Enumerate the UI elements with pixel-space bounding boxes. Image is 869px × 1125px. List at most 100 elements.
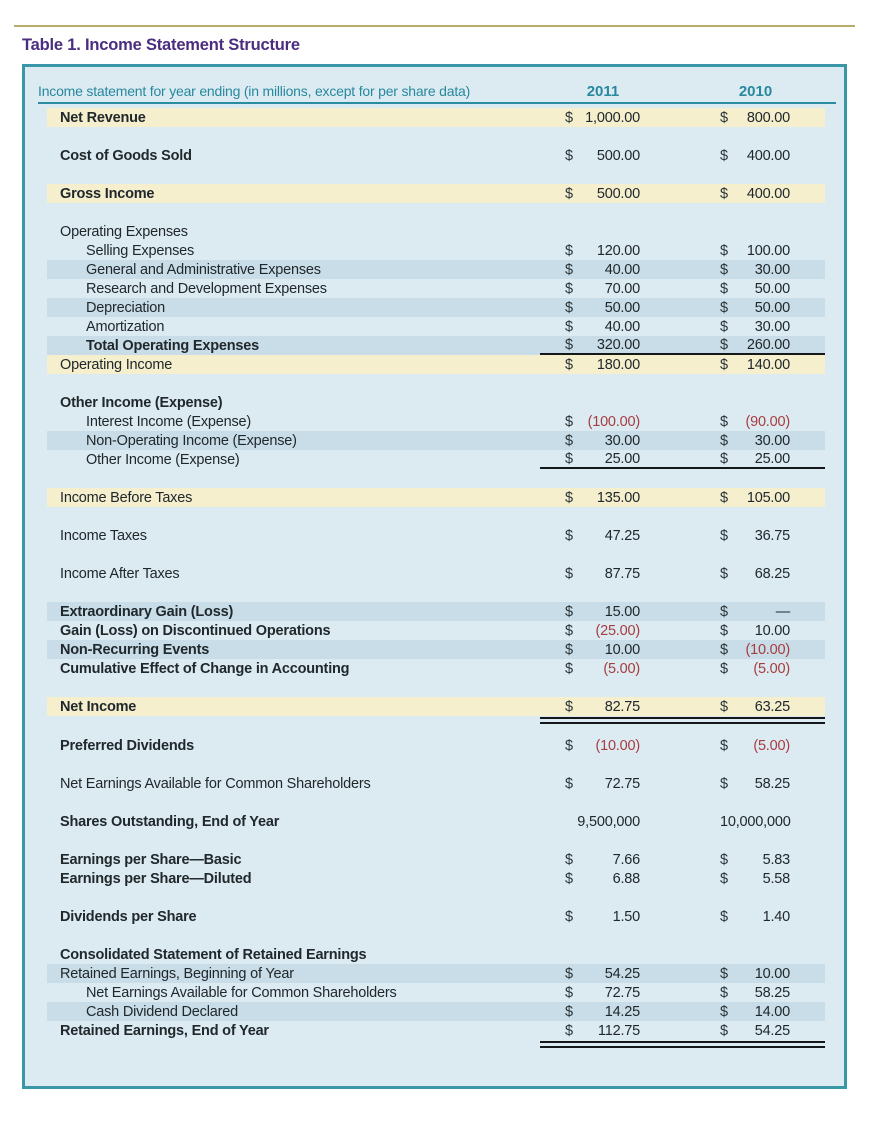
dollar-sign: $: [720, 261, 728, 278]
row-label: Gross Income: [60, 185, 155, 202]
dollar-sign: $: [565, 851, 573, 868]
value-cell-2010: $ (90.00): [695, 414, 798, 430]
dollar-sign: $: [565, 413, 573, 430]
value-cell-2010: $63.25: [695, 699, 798, 715]
value-2010: 50.00: [754, 280, 790, 297]
dollar-sign: $: [720, 851, 728, 868]
row-label: Net Earnings Available for Common Shareh…: [86, 984, 397, 1001]
dollar-sign: $: [720, 737, 728, 754]
value-cell-2010: $58.25: [695, 776, 798, 792]
value-2010: 400.00: [746, 185, 790, 202]
row-values: $180.00 $140.00: [540, 357, 825, 373]
value-2011: 120.00: [596, 242, 640, 259]
dollar-sign: $: [720, 908, 728, 925]
value-cell-2011: $112.75: [540, 1023, 648, 1039]
row-values: $50.00 $50.00: [540, 300, 825, 316]
dollar-sign: $: [565, 242, 573, 259]
value-cell-2010: $30.00: [695, 262, 798, 278]
dollar-sign: $: [720, 603, 728, 620]
value-cell-2011: $54.25: [540, 966, 648, 982]
row-label: Interest Income (Expense): [86, 413, 252, 430]
row-values: $6.88 $5.58: [540, 871, 825, 887]
value-cell-2011: $500.00: [540, 186, 648, 202]
value-2010: 10,000,000: [720, 813, 791, 830]
value-2010: (10.00): [745, 641, 790, 658]
row-values: $72.75 $58.25: [540, 776, 825, 792]
row-label: Net Earnings Available for Common Shareh…: [60, 775, 371, 792]
dollar-sign: $: [565, 356, 573, 373]
value-cell-2011: $87.75: [540, 566, 648, 582]
section-header-row: Other Income (Expense): [47, 393, 825, 412]
dollar-sign: $: [565, 299, 573, 316]
value-2011: 1.50: [612, 908, 641, 925]
table-row: Net Earnings Available for Common Shareh…: [47, 983, 825, 1002]
row-label: Preferred Dividends: [60, 737, 194, 754]
dollar-sign: $: [565, 1022, 573, 1039]
value-cell-2011: $40.00: [540, 262, 648, 278]
value-2010: 100.00: [746, 242, 790, 259]
row-values: $320.00 $260.00: [540, 337, 825, 355]
dollar-sign: $: [565, 965, 573, 982]
row-gap: [25, 545, 844, 564]
value-2010: 50.00: [754, 299, 790, 316]
dollar-sign: $: [565, 870, 573, 887]
value-cell-2011: $14.25: [540, 1004, 648, 1020]
value-cell-2010: $ (5.00): [695, 661, 798, 677]
value-cell-2011: $1,000.00: [540, 110, 648, 126]
value-2010: 400.00: [746, 147, 790, 164]
page-title: Table 1. Income Statement Structure: [22, 36, 300, 54]
value-2010: 36.75: [754, 527, 790, 544]
dollar-sign: $: [720, 870, 728, 887]
dollar-sign: $: [720, 356, 728, 373]
row-label: Cumulative Effect of Change in Accountin…: [60, 660, 350, 677]
dollar-sign: $: [720, 280, 728, 297]
table-row: Non-Recurring Events $10.00 $ (10.00): [47, 640, 825, 659]
table-row: Net Income $82.75 $63.25: [47, 697, 825, 716]
row-values: $47.25 $36.75: [540, 528, 825, 544]
table-rows: Net Revenue $1,000.00 $800.00 Cost of Goods…: [25, 108, 844, 1048]
table-row: Other Income (Expense) $25.00 $25.00: [47, 450, 825, 469]
value-2011: 72.75: [604, 775, 640, 792]
value-cell-2010: $ —: [695, 604, 798, 620]
row-label: Total Operating Expenses: [86, 337, 260, 354]
value-2011: 180.00: [596, 356, 640, 373]
value-2011: 10.00: [604, 641, 640, 658]
value-2011: 14.25: [604, 1003, 640, 1020]
row-values: $40.00 $30.00: [540, 262, 825, 278]
year-column-2011: 2011: [586, 82, 620, 100]
dollar-sign: $: [720, 965, 728, 982]
dollar-sign: $: [720, 185, 728, 202]
value-cell-2010: $5.83: [695, 852, 798, 868]
year-column-2010: 2010: [738, 82, 773, 100]
dollar-sign: $: [720, 984, 728, 1001]
row-values: $30.00 $30.00: [540, 433, 825, 449]
dollar-sign: $: [720, 432, 728, 449]
table-row: Preferred Dividends $ (10.00) $ (5.00): [47, 736, 825, 755]
value-cell-2010: $400.00: [695, 186, 798, 202]
row-values: $25.00 $25.00: [540, 451, 825, 469]
dollar-sign: $: [720, 147, 728, 164]
value-2011: 54.25: [604, 965, 640, 982]
dollar-sign: $: [565, 527, 573, 544]
value-cell-2011: $ (10.00): [540, 738, 648, 754]
value-cell-2011: $1.50: [540, 909, 648, 925]
value-cell-2010: $58.25: [695, 985, 798, 1001]
value-cell-2011: $6.88: [540, 871, 648, 887]
dollar-sign: $: [565, 565, 573, 582]
value-2010: 63.25: [754, 698, 790, 715]
row-label: Operating Income: [60, 356, 173, 373]
table-row: Selling Expenses $120.00 $100.00: [47, 241, 825, 260]
dollar-sign: $: [720, 413, 728, 430]
value-cell-2011: 9,500,000: [540, 814, 648, 830]
row-values: $1,000.00 $800.00: [540, 110, 825, 126]
value-cell-2010: $ (10.00): [695, 642, 798, 658]
value-2011: 1,000.00: [585, 109, 640, 126]
value-2011: 320.00: [596, 336, 640, 353]
dollar-sign: $: [720, 565, 728, 582]
value-cell-2010: $400.00: [695, 148, 798, 164]
value-2011: 30.00: [604, 432, 640, 449]
value-cell-2010: $36.75: [695, 528, 798, 544]
value-cell-2011: $40.00: [540, 319, 648, 335]
row-values: $10.00 $ (10.00): [540, 642, 825, 658]
row-gap: [25, 127, 844, 146]
